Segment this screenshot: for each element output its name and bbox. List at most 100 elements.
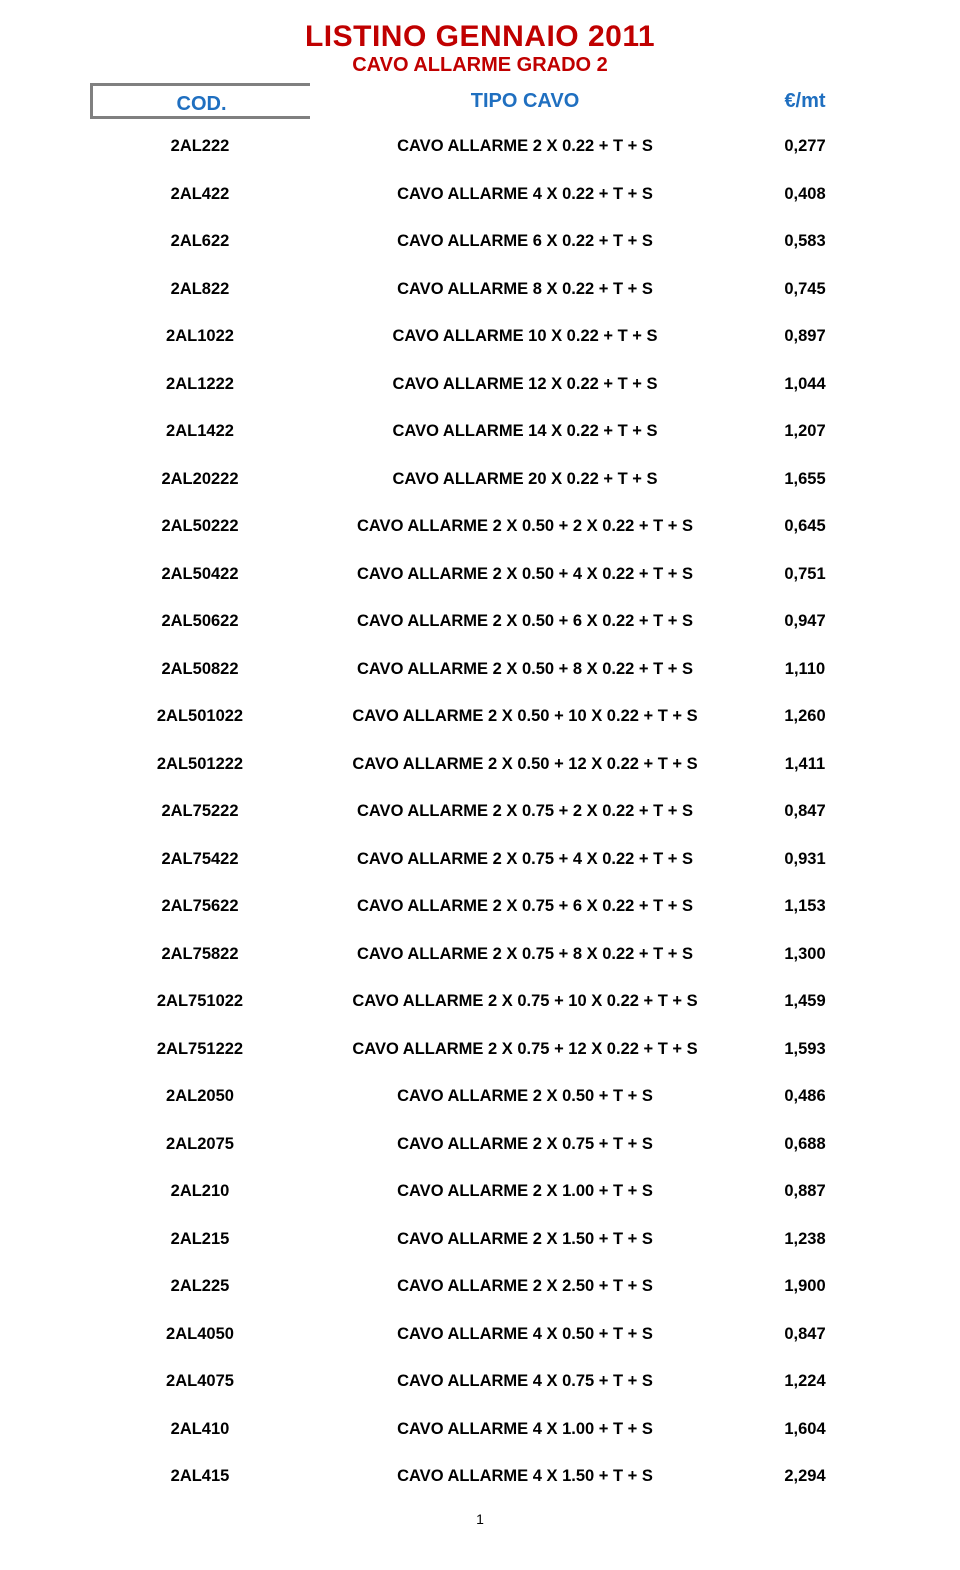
- cell-price: 0,688: [740, 1135, 870, 1154]
- cell-tipo: CAVO ALLARME 2 X 1.00 + T + S: [310, 1182, 740, 1201]
- table-header: COD. TIPO CAVO €/mt: [90, 83, 870, 119]
- cell-cod: 2AL75822: [90, 945, 310, 964]
- cell-cod: 2AL1022: [90, 327, 310, 346]
- table-row: 2AL4050CAVO ALLARME 4 X 0.50 + T + S0,84…: [90, 1311, 870, 1359]
- table-row: 2AL75222CAVO ALLARME 2 X 0.75 + 2 X 0.22…: [90, 788, 870, 836]
- table-row: 2AL2050CAVO ALLARME 2 X 0.50 + T + S0,48…: [90, 1073, 870, 1121]
- cell-cod: 2AL75222: [90, 802, 310, 821]
- cell-tipo: CAVO ALLARME 2 X 0.75 + 4 X 0.22 + T + S: [310, 850, 740, 869]
- table-row: 2AL75622CAVO ALLARME 2 X 0.75 + 6 X 0.22…: [90, 883, 870, 931]
- cell-tipo: CAVO ALLARME 8 X 0.22 + T + S: [310, 280, 740, 299]
- cell-tipo: CAVO ALLARME 12 X 0.22 + T + S: [310, 375, 740, 394]
- cell-cod: 2AL4050: [90, 1325, 310, 1344]
- cell-cod: 2AL4075: [90, 1372, 310, 1391]
- cell-price: 1,604: [740, 1420, 870, 1439]
- cell-cod: 2AL50422: [90, 565, 310, 584]
- cell-price: 1,110: [740, 660, 870, 679]
- cell-price: 1,900: [740, 1277, 870, 1296]
- cell-price: 1,260: [740, 707, 870, 726]
- table-row: 2AL50822CAVO ALLARME 2 X 0.50 + 8 X 0.22…: [90, 646, 870, 694]
- cell-tipo: CAVO ALLARME 4 X 1.00 + T + S: [310, 1420, 740, 1439]
- table-row: 2AL50422CAVO ALLARME 2 X 0.50 + 4 X 0.22…: [90, 551, 870, 599]
- cell-tipo: CAVO ALLARME 2 X 2.50 + T + S: [310, 1277, 740, 1296]
- header-tipo: TIPO CAVO: [310, 83, 740, 119]
- cell-cod: 2AL501222: [90, 755, 310, 774]
- page-number: 1: [90, 1511, 870, 1527]
- cell-price: 0,745: [740, 280, 870, 299]
- cell-tipo: CAVO ALLARME 2 X 0.75 + 2 X 0.22 + T + S: [310, 802, 740, 821]
- table-row: 2AL222CAVO ALLARME 2 X 0.22 + T + S0,277: [90, 123, 870, 171]
- cell-cod: 2AL210: [90, 1182, 310, 1201]
- cell-price: 1,238: [740, 1230, 870, 1249]
- table-row: 2AL215CAVO ALLARME 2 X 1.50 + T + S1,238: [90, 1216, 870, 1264]
- cell-tipo: CAVO ALLARME 2 X 1.50 + T + S: [310, 1230, 740, 1249]
- cell-cod: 2AL75422: [90, 850, 310, 869]
- cell-price: 1,300: [740, 945, 870, 964]
- cell-price: 1,459: [740, 992, 870, 1011]
- table-row: 2AL501222CAVO ALLARME 2 X 0.50 + 12 X 0.…: [90, 741, 870, 789]
- cell-price: 0,486: [740, 1087, 870, 1106]
- cell-price: 0,931: [740, 850, 870, 869]
- cell-cod: 2AL415: [90, 1467, 310, 1486]
- cell-price: 1,153: [740, 897, 870, 916]
- table-row: 2AL1222CAVO ALLARME 12 X 0.22 + T + S1,0…: [90, 361, 870, 409]
- cell-tipo: CAVO ALLARME 4 X 0.22 + T + S: [310, 185, 740, 204]
- cell-cod: 2AL751022: [90, 992, 310, 1011]
- cell-tipo: CAVO ALLARME 20 X 0.22 + T + S: [310, 470, 740, 489]
- table-row: 2AL622CAVO ALLARME 6 X 0.22 + T + S0,583: [90, 218, 870, 266]
- cell-cod: 2AL410: [90, 1420, 310, 1439]
- table-row: 2AL4075CAVO ALLARME 4 X 0.75 + T + S1,22…: [90, 1358, 870, 1406]
- table-row: 2AL210CAVO ALLARME 2 X 1.00 + T + S0,887: [90, 1168, 870, 1216]
- table-row: 2AL751022CAVO ALLARME 2 X 0.75 + 10 X 0.…: [90, 978, 870, 1026]
- cell-tipo: CAVO ALLARME 2 X 0.50 + 10 X 0.22 + T + …: [310, 707, 740, 726]
- cell-price: 1,207: [740, 422, 870, 441]
- table-body: 2AL222CAVO ALLARME 2 X 0.22 + T + S0,277…: [90, 123, 870, 1501]
- cell-price: 0,847: [740, 802, 870, 821]
- page-title: LISTINO GENNAIO 2011: [90, 20, 870, 54]
- cell-cod: 2AL1222: [90, 375, 310, 394]
- cell-cod: 2AL622: [90, 232, 310, 251]
- table-row: 2AL2075CAVO ALLARME 2 X 0.75 + T + S0,68…: [90, 1121, 870, 1169]
- cell-tipo: CAVO ALLARME 2 X 0.50 + 2 X 0.22 + T + S: [310, 517, 740, 536]
- cell-cod: 2AL215: [90, 1230, 310, 1249]
- cell-tipo: CAVO ALLARME 6 X 0.22 + T + S: [310, 232, 740, 251]
- table-row: 2AL50222CAVO ALLARME 2 X 0.50 + 2 X 0.22…: [90, 503, 870, 551]
- table-row: 2AL225CAVO ALLARME 2 X 2.50 + T + S1,900: [90, 1263, 870, 1311]
- cell-price: 1,655: [740, 470, 870, 489]
- cell-price: 1,044: [740, 375, 870, 394]
- cell-cod: 2AL225: [90, 1277, 310, 1296]
- table-row: 2AL501022CAVO ALLARME 2 X 0.50 + 10 X 0.…: [90, 693, 870, 741]
- cell-price: 0,947: [740, 612, 870, 631]
- cell-cod: 2AL50622: [90, 612, 310, 631]
- header-cod: COD.: [90, 83, 310, 119]
- cell-tipo: CAVO ALLARME 4 X 0.50 + T + S: [310, 1325, 740, 1344]
- cell-cod: 2AL751222: [90, 1040, 310, 1059]
- cell-price: 0,583: [740, 232, 870, 251]
- table-row: 2AL415CAVO ALLARME 4 X 1.50 + T + S2,294: [90, 1453, 870, 1501]
- cell-tipo: CAVO ALLARME 2 X 0.75 + 12 X 0.22 + T + …: [310, 1040, 740, 1059]
- table-row: 2AL410CAVO ALLARME 4 X 1.00 + T + S1,604: [90, 1406, 870, 1454]
- table-row: 2AL751222CAVO ALLARME 2 X 0.75 + 12 X 0.…: [90, 1026, 870, 1074]
- cell-price: 2,294: [740, 1467, 870, 1486]
- cell-tipo: CAVO ALLARME 4 X 0.75 + T + S: [310, 1372, 740, 1391]
- cell-tipo: CAVO ALLARME 2 X 0.50 + 4 X 0.22 + T + S: [310, 565, 740, 584]
- cell-tipo: CAVO ALLARME 2 X 0.75 + 6 X 0.22 + T + S: [310, 897, 740, 916]
- cell-tipo: CAVO ALLARME 2 X 0.75 + 10 X 0.22 + T + …: [310, 992, 740, 1011]
- cell-price: 0,751: [740, 565, 870, 584]
- cell-cod: 2AL20222: [90, 470, 310, 489]
- cell-price: 0,277: [740, 137, 870, 156]
- table-row: 2AL20222CAVO ALLARME 20 X 0.22 + T + S1,…: [90, 456, 870, 504]
- cell-price: 0,408: [740, 185, 870, 204]
- table-row: 2AL1422CAVO ALLARME 14 X 0.22 + T + S1,2…: [90, 408, 870, 456]
- cell-cod: 2AL501022: [90, 707, 310, 726]
- table-row: 2AL50622CAVO ALLARME 2 X 0.50 + 6 X 0.22…: [90, 598, 870, 646]
- cell-tipo: CAVO ALLARME 2 X 0.75 + 8 X 0.22 + T + S: [310, 945, 740, 964]
- table-row: 2AL75422CAVO ALLARME 2 X 0.75 + 4 X 0.22…: [90, 836, 870, 884]
- cell-cod: 2AL2050: [90, 1087, 310, 1106]
- cell-tipo: CAVO ALLARME 10 X 0.22 + T + S: [310, 327, 740, 346]
- cell-tipo: CAVO ALLARME 2 X 0.50 + T + S: [310, 1087, 740, 1106]
- table-row: 2AL75822CAVO ALLARME 2 X 0.75 + 8 X 0.22…: [90, 931, 870, 979]
- page-subtitle: CAVO ALLARME GRADO 2: [90, 54, 870, 77]
- cell-cod: 2AL50822: [90, 660, 310, 679]
- table-row: 2AL822CAVO ALLARME 8 X 0.22 + T + S0,745: [90, 266, 870, 314]
